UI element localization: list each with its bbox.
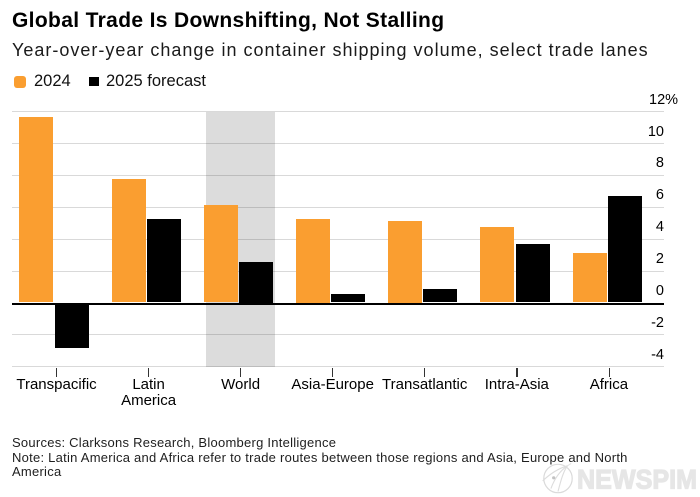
svg-text:NEWSPIM: NEWSPIM [577, 465, 697, 495]
